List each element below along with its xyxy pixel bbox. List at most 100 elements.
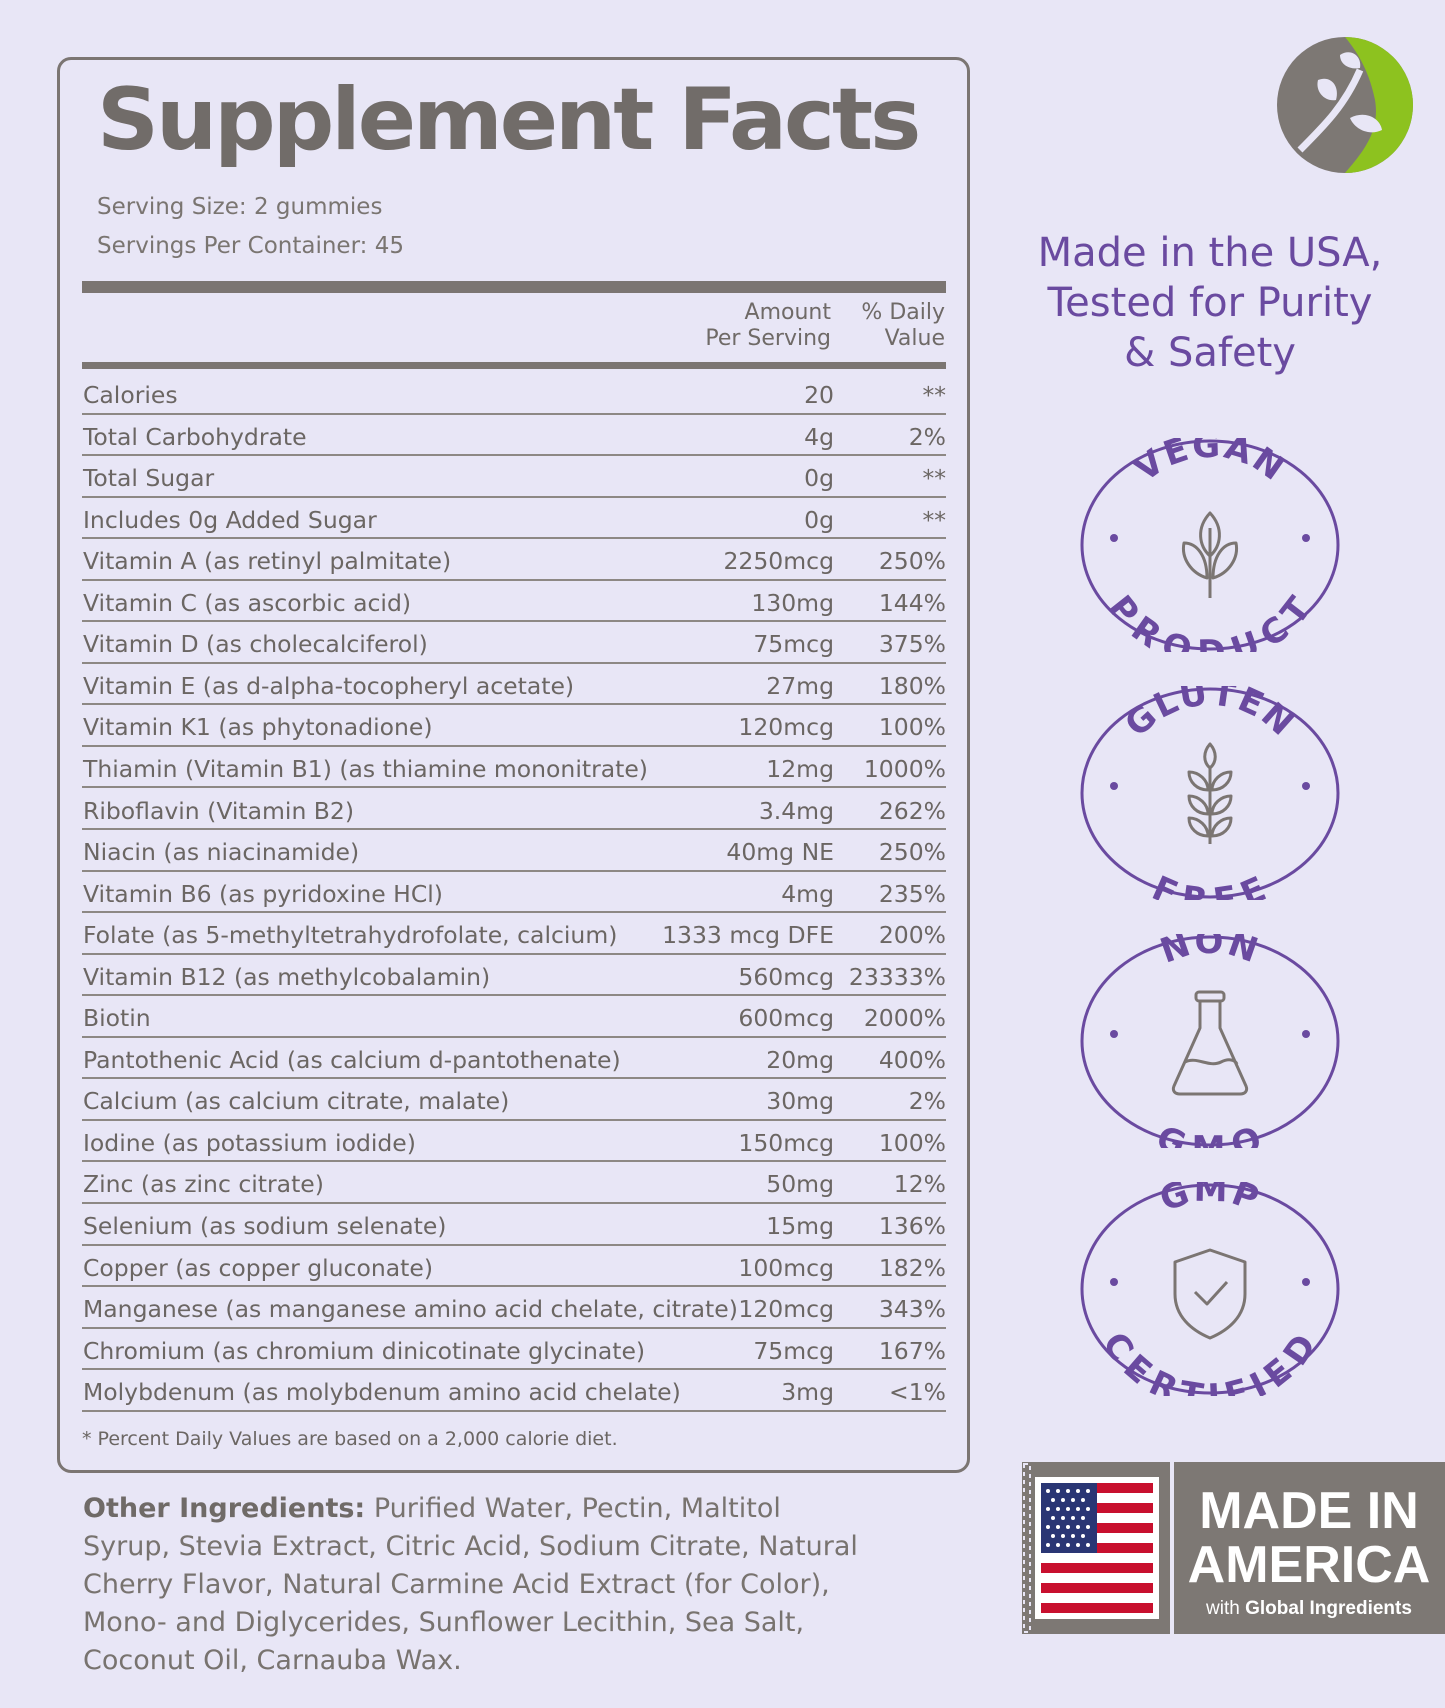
us-flag-icon: [1035, 1477, 1159, 1619]
nutrient-name: Molybdenum (as molybdenum amino acid che…: [83, 1378, 681, 1407]
nutrient-daily-value: 2%: [908, 1087, 946, 1116]
svg-text:CERTIFIED: CERTIFIED: [1094, 1325, 1326, 1396]
nutrient-daily-value: 400%: [878, 1045, 946, 1074]
nutrient-daily-value: 250%: [878, 547, 946, 576]
svg-text:GMP: GMP: [1155, 1182, 1266, 1220]
made-in-america-seal: MADE IN AMERICA with Global Ingredients: [1022, 1462, 1445, 1634]
table-row: Vitamin D (as cholecalciferol) 75mcg 375%: [82, 622, 946, 664]
nutrient-amount: 150mcg: [738, 1128, 834, 1157]
nutrient-daily-value: 235%: [878, 879, 946, 908]
table-row: Vitamin B12 (as methylcobalamin) 560mcg 23…: [82, 955, 946, 997]
nutrient-name: Niacin (as niacinamide): [83, 838, 360, 867]
nutrient-daily-value: **: [922, 505, 947, 534]
amount-per-serving-header: Amount Per Serving: [705, 300, 831, 351]
nutrient-name: Total Sugar: [83, 464, 215, 493]
table-row: Total Carbohydrate 4g 2%: [82, 415, 946, 457]
nutrient-daily-value: 167%: [878, 1336, 946, 1365]
nutrient-amount: 120mcg: [738, 1295, 834, 1324]
vegan-product-badge: VEGAN PRODUCT: [1079, 426, 1341, 673]
table-row: Vitamin K1 (as phytonadione) 120mcg 100%: [82, 705, 946, 747]
nutrient-amount: 20: [804, 381, 834, 409]
nutrient-amount: 560mcg: [738, 962, 834, 991]
other-ingredients-text: Purified Water, Pectin, Maltitol Syrup, …: [83, 1493, 858, 1676]
table-row: Manganese (as manganese amino acid chela…: [82, 1287, 946, 1329]
footnote: * Percent Daily Values are based on a 2,…: [82, 1428, 618, 1450]
nutrient-daily-value: <1%: [889, 1378, 946, 1407]
nutrient-daily-value: 182%: [878, 1253, 946, 1282]
table-row: Iodine (as potassium iodide) 150mcg 100%: [82, 1121, 946, 1163]
table-row: Calories 20 **: [82, 373, 946, 415]
nutrient-amount: 12mg: [766, 754, 834, 783]
nutrient-name: Vitamin K1 (as phytonadione): [83, 713, 433, 742]
nutrient-daily-value: 2%: [908, 422, 946, 451]
gluten-free-badge: GLUTEN FREE: [1079, 673, 1341, 922]
gmp-certified-badge: GMP CERTIFIED: [1079, 1170, 1341, 1417]
table-row: Total Sugar 0g **: [82, 456, 946, 498]
nutrient-amount: 15mg: [766, 1212, 834, 1240]
daily-value-header: % Daily Value: [861, 300, 945, 351]
nutrient-daily-value: **: [922, 464, 947, 493]
nutrient-daily-value: 136%: [878, 1212, 946, 1240]
page-title: Supplement Facts: [97, 70, 921, 170]
nutrient-amount: 3mg: [781, 1378, 834, 1407]
nutrient-amount: 2250mcg: [723, 547, 834, 576]
svg-text:GMO: GMO: [1151, 1118, 1268, 1148]
divider-thick: [82, 281, 946, 293]
table-row: Thiamin (Vitamin B1) (as thiamine mononi…: [82, 747, 946, 789]
nutrient-name: Vitamin D (as cholecalciferol): [83, 630, 428, 659]
svg-text:VEGAN: VEGAN: [1127, 438, 1293, 490]
nutrient-amount: 40mg NE: [726, 838, 834, 867]
divider-medium: [82, 362, 946, 369]
flask-icon: [1171, 990, 1249, 1096]
nutrient-name: Includes 0g Added Sugar: [83, 505, 377, 534]
nutrient-amount: 130mg: [751, 588, 834, 617]
nutrient-daily-value: 2000%: [863, 1004, 946, 1033]
nutrient-amount: 600mcg: [738, 1004, 834, 1033]
brand-logo-icon: [1277, 37, 1413, 173]
svg-text:with Global Ingredients: with Global Ingredients: [1205, 1598, 1412, 1619]
shield-check-icon: [1173, 1248, 1247, 1340]
nutrient-daily-value: 1000%: [863, 754, 946, 783]
nutrient-name: Calories: [83, 381, 178, 409]
nutrient-name: Manganese (as manganese amino acid chela…: [83, 1295, 738, 1324]
nutrient-daily-value: 100%: [878, 713, 946, 742]
nutrient-amount: 4mg: [781, 879, 834, 908]
nutrient-name: Riboflavin (Vitamin B2): [83, 796, 355, 825]
supplement-facts-panel: [57, 57, 970, 1473]
nutrient-name: Biotin: [83, 1004, 151, 1033]
non-gmo-badge: NON GMO: [1079, 922, 1341, 1169]
nutrient-daily-value: 262%: [878, 796, 946, 825]
nutrient-name: Calcium (as calcium citrate, malate): [83, 1087, 510, 1116]
table-row: Vitamin A (as retinyl palmitate) 2250mcg 2…: [82, 539, 946, 581]
nutrient-name: Iodine (as potassium iodide): [83, 1128, 416, 1157]
svg-text:NON: NON: [1155, 934, 1264, 972]
table-row: Vitamin C (as ascorbic acid) 130mg 144%: [82, 581, 946, 623]
nutrient-amount: 120mcg: [738, 713, 834, 742]
table-row: Selenium (as sodium selenate) 15mg 136%: [82, 1204, 946, 1246]
table-row: Includes 0g Added Sugar 0g **: [82, 498, 946, 540]
table-row: Copper (as copper gluconate) 100mcg 182%: [82, 1246, 946, 1288]
servings-per-container: Servings Per Container: 45: [97, 233, 404, 259]
nutrient-amount: 100mcg: [738, 1253, 834, 1282]
serving-size: Serving Size: 2 gummies: [97, 194, 383, 220]
nutrient-daily-value: 343%: [878, 1295, 946, 1324]
wheat-icon: [1187, 742, 1233, 844]
tagline: Made in the USA, Tested for Purity & Saf…: [1037, 230, 1383, 376]
nutrient-amount: 0g: [804, 464, 834, 493]
nutrient-daily-value: 180%: [878, 671, 946, 700]
nutrient-name: Selenium (as sodium selenate): [83, 1212, 447, 1240]
nutrient-name: Copper (as copper gluconate): [83, 1253, 433, 1282]
leaf-plant-icon: [1181, 511, 1239, 598]
nutrient-daily-value: 100%: [878, 1128, 946, 1157]
nutrient-name: Vitamin A (as retinyl palmitate): [83, 547, 452, 576]
nutrient-amount: 50mg: [766, 1170, 834, 1199]
nutrient-amount: 3.4mg: [758, 796, 834, 825]
table-row: Calcium (as calcium citrate, malate) 30mg…: [82, 1079, 946, 1121]
nutrient-daily-value: 250%: [878, 838, 946, 867]
nutrient-amount: 75mcg: [753, 630, 834, 659]
table-row: Chromium (as chromium dinicotinate glyci…: [82, 1329, 946, 1371]
nutrient-name: Vitamin C (as ascorbic acid): [83, 588, 412, 617]
other-ingredients: Other Ingredients: Purified Water, Pecti…: [83, 1490, 873, 1680]
nutrient-name: Vitamin B6 (as pyridoxine HCl): [83, 879, 443, 908]
nutrient-daily-value: 375%: [878, 630, 946, 659]
